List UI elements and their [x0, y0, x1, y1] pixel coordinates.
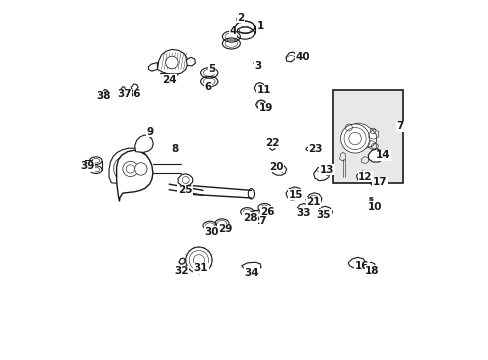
Polygon shape [114, 155, 140, 177]
Text: 28: 28 [242, 213, 257, 223]
Polygon shape [148, 63, 157, 71]
Text: 22: 22 [264, 138, 279, 148]
Circle shape [340, 124, 369, 153]
Text: 13: 13 [319, 165, 333, 175]
Text: 16: 16 [354, 261, 368, 271]
Text: 14: 14 [375, 150, 389, 160]
Text: 31: 31 [193, 264, 208, 274]
Circle shape [165, 56, 178, 69]
Text: 40: 40 [295, 52, 309, 62]
Polygon shape [347, 257, 366, 269]
Text: 9: 9 [146, 127, 154, 136]
Polygon shape [186, 57, 195, 66]
Polygon shape [178, 174, 192, 186]
Text: 1: 1 [256, 21, 263, 31]
Text: 17: 17 [372, 177, 386, 187]
Text: 39: 39 [80, 161, 95, 171]
Text: 21: 21 [306, 197, 320, 207]
Polygon shape [367, 149, 384, 162]
Circle shape [309, 195, 317, 203]
Polygon shape [356, 171, 367, 181]
Polygon shape [134, 135, 153, 152]
Text: 4: 4 [228, 26, 236, 36]
Polygon shape [316, 206, 332, 217]
Polygon shape [157, 49, 187, 74]
Text: 36: 36 [126, 89, 141, 99]
Polygon shape [241, 262, 261, 271]
Text: 38: 38 [96, 91, 110, 102]
Text: 37: 37 [117, 89, 131, 99]
Text: 10: 10 [367, 202, 382, 212]
Circle shape [122, 161, 138, 176]
Text: 12: 12 [358, 172, 372, 181]
Polygon shape [117, 150, 153, 202]
Text: 6: 6 [204, 82, 211, 92]
Text: 20: 20 [268, 162, 283, 172]
Circle shape [289, 189, 298, 197]
Text: 27: 27 [251, 216, 266, 226]
Text: 26: 26 [260, 207, 274, 217]
Text: 35: 35 [316, 210, 330, 220]
Polygon shape [296, 203, 309, 213]
Polygon shape [313, 166, 329, 181]
Text: 30: 30 [204, 227, 219, 237]
Text: 25: 25 [178, 185, 192, 195]
Text: 29: 29 [218, 224, 232, 234]
Text: 33: 33 [296, 208, 310, 218]
Text: 11: 11 [256, 85, 270, 95]
Text: 3: 3 [254, 61, 262, 71]
Text: 34: 34 [244, 267, 259, 278]
Circle shape [134, 163, 147, 175]
Text: 32: 32 [174, 266, 188, 276]
Circle shape [256, 85, 262, 91]
Polygon shape [109, 148, 150, 184]
Text: 15: 15 [288, 189, 302, 199]
Text: 2: 2 [237, 13, 244, 23]
Text: 24: 24 [162, 75, 176, 85]
Polygon shape [161, 73, 178, 78]
Text: 7: 7 [395, 121, 403, 131]
Polygon shape [255, 100, 265, 109]
Polygon shape [254, 82, 264, 94]
Polygon shape [341, 123, 376, 148]
Polygon shape [285, 52, 296, 62]
Polygon shape [271, 165, 286, 175]
Circle shape [185, 247, 212, 273]
Text: 5: 5 [207, 64, 215, 74]
Text: 18: 18 [365, 266, 379, 275]
Polygon shape [285, 187, 302, 200]
Bar [332, 90, 403, 184]
Polygon shape [364, 262, 375, 272]
Text: 23: 23 [308, 144, 322, 154]
Polygon shape [269, 143, 275, 150]
Polygon shape [305, 193, 321, 206]
Text: 8: 8 [171, 144, 179, 154]
Text: 19: 19 [258, 103, 273, 113]
